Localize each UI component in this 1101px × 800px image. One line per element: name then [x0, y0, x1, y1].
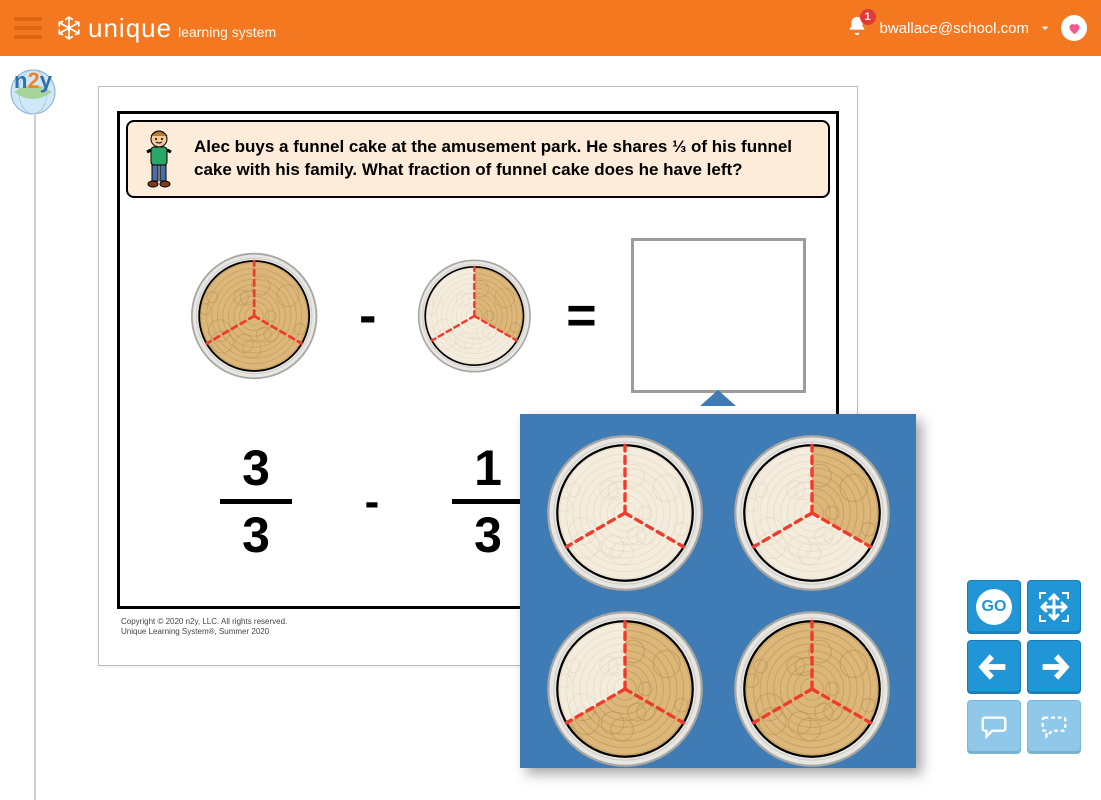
question-text: Alec buys a funnel cake at the amusement…	[194, 136, 818, 182]
cake-one-third	[417, 257, 532, 375]
answer-option-2[interactable]	[540, 610, 709, 768]
popup-pointer	[700, 390, 736, 406]
question-bar: Alec buys a funnel cake at the amusement…	[126, 120, 830, 198]
notifications-button[interactable]: 1	[846, 15, 868, 42]
menu-icon[interactable]	[14, 17, 42, 39]
svg-text:n2y: n2y	[14, 68, 53, 93]
speech-bubble-icon	[979, 712, 1009, 742]
minus-sign: -	[352, 477, 392, 527]
go-label: GO	[976, 589, 1012, 625]
arrow-left-icon	[977, 650, 1011, 684]
minus-sign: -	[348, 286, 387, 346]
app-header: unique learning system 1 bwallace@school…	[0, 0, 1101, 56]
answer-option-1[interactable]	[727, 434, 896, 592]
next-button[interactable]	[1027, 640, 1081, 694]
denominator: 3	[242, 510, 270, 560]
denominator: 3	[474, 510, 502, 560]
fraction-1-3: 1 3	[452, 443, 524, 560]
brand-title: unique learning system	[88, 13, 276, 44]
chevron-down-icon[interactable]	[1037, 20, 1053, 36]
notification-badge: 1	[860, 9, 876, 25]
equals-sign: =	[562, 286, 601, 346]
previous-button[interactable]	[967, 640, 1021, 694]
cake-full	[190, 250, 318, 382]
image-equation-row: - =	[150, 238, 806, 393]
numerator: 1	[474, 443, 502, 493]
fraction-3-3: 3 3	[220, 443, 292, 560]
speech-bubble-dashed-icon	[1039, 712, 1069, 742]
go-button[interactable]: GO	[967, 580, 1021, 634]
brand-sub: learning system	[178, 24, 276, 40]
favorite-button[interactable]	[1061, 15, 1087, 41]
answer-option-3[interactable]	[727, 610, 896, 768]
snowflake-icon	[56, 15, 82, 41]
arrow-right-icon	[1037, 650, 1071, 684]
move-arrows-icon	[1038, 591, 1070, 623]
answer-popup	[520, 414, 916, 768]
nav-controls: GO	[967, 580, 1081, 754]
fullscreen-button[interactable]	[1027, 580, 1081, 634]
speech-filled-button[interactable]	[967, 700, 1021, 754]
n2y-globe-icon[interactable]: n2y	[6, 62, 60, 116]
student-icon	[138, 128, 180, 190]
speech-outline-button[interactable]	[1027, 700, 1081, 754]
answer-option-0[interactable]	[540, 434, 709, 592]
user-email[interactable]: bwallace@school.com	[880, 20, 1029, 37]
heart-icon	[1067, 21, 1082, 36]
brand-main: unique	[88, 13, 172, 44]
numerator: 3	[242, 443, 270, 493]
answer-dropzone[interactable]	[631, 238, 806, 393]
vertical-rule	[34, 112, 36, 800]
